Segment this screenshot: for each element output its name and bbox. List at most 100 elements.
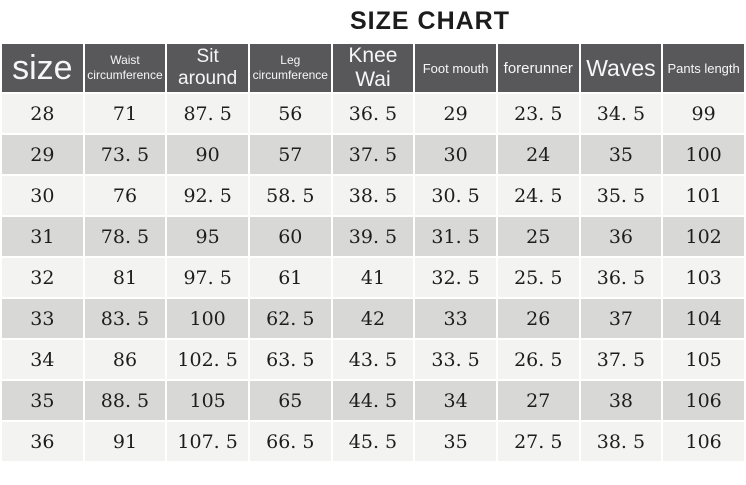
- table-cell: 78. 5: [82, 215, 168, 258]
- table-cell: 25. 5: [495, 256, 581, 299]
- table-row: 34 86 102. 5 63. 5 43. 5 33. 5 26. 5 37. 5 105: [0, 338, 746, 381]
- table-cell: 43. 5: [330, 338, 416, 381]
- table-cell: 42: [330, 297, 416, 340]
- table-cell: 44. 5: [330, 379, 416, 422]
- table-row: 28 71 87. 5 56 36. 5 29 23. 5 34. 5 99: [0, 92, 746, 135]
- table-row: 30 76 92. 5 58. 5 38. 5 30. 5 24. 5 35. 5 101: [0, 174, 746, 217]
- table-cell: 37. 5: [330, 133, 416, 176]
- table-cell: 37. 5: [578, 338, 664, 381]
- table-cell: 34: [0, 338, 85, 381]
- table-cell: 29: [0, 133, 85, 176]
- table-cell: 95: [165, 215, 250, 258]
- table-cell: 103: [661, 256, 746, 299]
- table-cell: 38. 5: [330, 174, 416, 217]
- table-cell: 73. 5: [82, 133, 168, 176]
- table-cell: 31. 5: [413, 215, 498, 258]
- table-cell: 36: [578, 215, 664, 258]
- table-cell: 30: [0, 174, 85, 217]
- header-cell-pants-length: Pants length: [661, 42, 746, 94]
- table-body: 28 71 87. 5 56 36. 5 29 23. 5 34. 5 99 29 73. 5 90 5…: [0, 92, 746, 463]
- table-cell: 105: [165, 379, 250, 422]
- table-cell: 88. 5: [82, 379, 168, 422]
- table-cell: 35: [0, 379, 85, 422]
- table-row: 35 88. 5 105 65 44. 5 34 27 38 106: [0, 379, 746, 422]
- table-cell: 65: [247, 379, 333, 422]
- table-cell: 99: [661, 92, 746, 135]
- table-cell: 39. 5: [330, 215, 416, 258]
- size-chart-table: size Waist circumference Sit around Leg cir…: [0, 42, 746, 463]
- table-cell: 106: [661, 420, 746, 463]
- table-cell: 60: [247, 215, 333, 258]
- page-title: SIZE CHART: [350, 6, 510, 35]
- header-cell-forerunner: forerunner: [495, 42, 581, 94]
- table-cell: 36. 5: [578, 256, 664, 299]
- table-cell: 32. 5: [413, 256, 498, 299]
- header-cell-size: size: [0, 42, 85, 94]
- header-cell-knee-wai: Knee Wai: [330, 42, 416, 94]
- table-cell: 26. 5: [495, 338, 581, 381]
- table-cell: 33. 5: [413, 338, 498, 381]
- table-cell: 106: [661, 379, 746, 422]
- table-cell: 38: [578, 379, 664, 422]
- table-cell: 24. 5: [495, 174, 581, 217]
- table-row: 36 91 107. 5 66. 5 45. 5 35 27. 5 38. 5 106: [0, 420, 746, 463]
- table-cell: 41: [330, 256, 416, 299]
- table-cell: 102. 5: [165, 338, 250, 381]
- table-header: size Waist circumference Sit around Leg cir…: [0, 42, 746, 94]
- table-cell: 90: [165, 133, 250, 176]
- table-cell: 100: [661, 133, 746, 176]
- header-cell-sit-around: Sit around: [165, 42, 250, 94]
- table-cell: 45. 5: [330, 420, 416, 463]
- table-cell: 56: [247, 92, 333, 135]
- table-cell: 24: [495, 133, 581, 176]
- table-cell: 102: [661, 215, 746, 258]
- table-cell: 91: [82, 420, 168, 463]
- table-cell: 27. 5: [495, 420, 581, 463]
- header-cell-leg-circumference: Leg circumference: [247, 42, 333, 94]
- table-cell: 63. 5: [247, 338, 333, 381]
- table-cell: 105: [661, 338, 746, 381]
- table-cell: 36: [0, 420, 85, 463]
- table-row: 32 81 97. 5 61 41 32. 5 25. 5 36. 5 103: [0, 256, 746, 299]
- table-row: 31 78. 5 95 60 39. 5 31. 5 25 36 102: [0, 215, 746, 258]
- table-cell: 34: [413, 379, 498, 422]
- header-cell-waves: Waves: [578, 42, 664, 94]
- table-cell: 35. 5: [578, 174, 664, 217]
- table-cell: 32: [0, 256, 85, 299]
- table-cell: 100: [165, 297, 250, 340]
- table-cell: 57: [247, 133, 333, 176]
- table-cell: 34. 5: [578, 92, 664, 135]
- table-cell: 23. 5: [495, 92, 581, 135]
- header-cell-foot-mouth: Foot mouth: [413, 42, 498, 94]
- table-cell: 30. 5: [413, 174, 498, 217]
- table-cell: 81: [82, 256, 168, 299]
- table-cell: 38. 5: [578, 420, 664, 463]
- table-cell: 35: [413, 420, 498, 463]
- table-row: 33 83. 5 100 62. 5 42 33 26 37 104: [0, 297, 746, 340]
- header-row: size Waist circumference Sit around Leg cir…: [0, 42, 746, 94]
- table-cell: 97. 5: [165, 256, 250, 299]
- table-cell: 29: [413, 92, 498, 135]
- table-cell: 36. 5: [330, 92, 416, 135]
- table-cell: 76: [82, 174, 168, 217]
- table-cell: 35: [578, 133, 664, 176]
- table-cell: 33: [0, 297, 85, 340]
- table-cell: 71: [82, 92, 168, 135]
- table-cell: 107. 5: [165, 420, 250, 463]
- table-cell: 92. 5: [165, 174, 250, 217]
- table-cell: 86: [82, 338, 168, 381]
- table-cell: 27: [495, 379, 581, 422]
- header-cell-waist-circumference: Waist circumference: [82, 42, 168, 94]
- table-cell: 33: [413, 297, 498, 340]
- page-title-bar: SIZE CHART: [0, 0, 746, 42]
- table-cell: 104: [661, 297, 746, 340]
- table-row: 29 73. 5 90 57 37. 5 30 24 35 100: [0, 133, 746, 176]
- table-cell: 25: [495, 215, 581, 258]
- table-cell: 87. 5: [165, 92, 250, 135]
- table-cell: 62. 5: [247, 297, 333, 340]
- table-cell: 66. 5: [247, 420, 333, 463]
- table-cell: 28: [0, 92, 85, 135]
- table-cell: 58. 5: [247, 174, 333, 217]
- table-cell: 31: [0, 215, 85, 258]
- table-cell: 61: [247, 256, 333, 299]
